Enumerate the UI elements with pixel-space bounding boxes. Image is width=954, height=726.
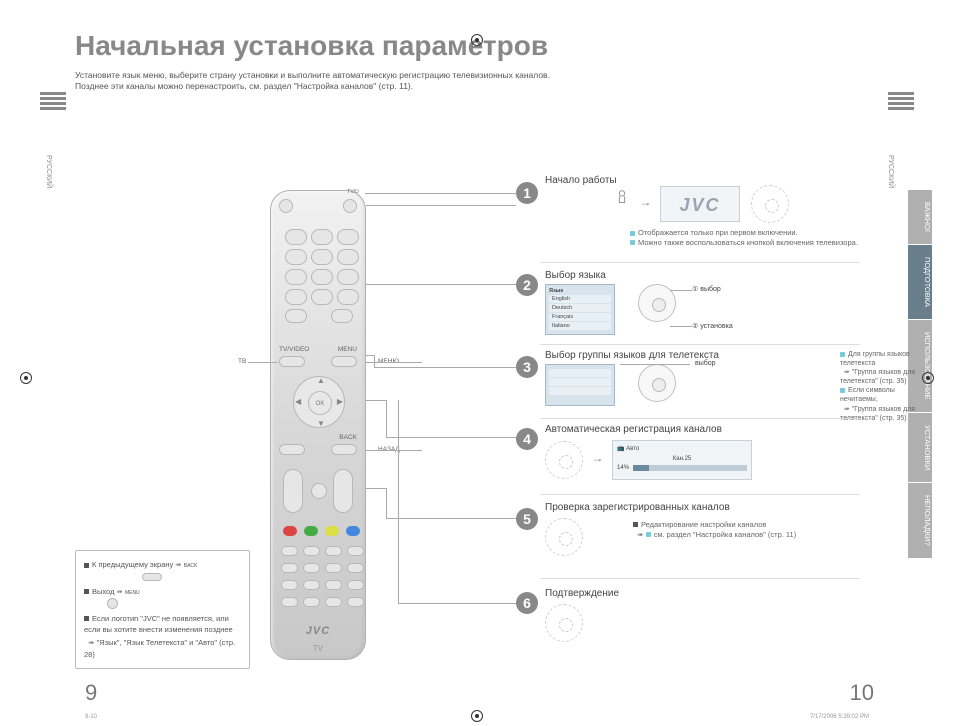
step-3-body [545, 364, 676, 406]
tv-dial-ghost [751, 185, 789, 223]
lang-menu: Язык English Deutsch Français Italiano [545, 284, 615, 335]
hand-icon [613, 188, 631, 206]
step-2-lab1: ① выбор [692, 285, 721, 293]
color-buttons [283, 526, 360, 536]
intro-line-2: Позднее эти каналы можно перенастроить, … [75, 81, 575, 92]
extra-btn-l [285, 309, 307, 323]
bottom-left-pill [279, 444, 305, 455]
menu-label: MENU [338, 346, 357, 353]
ok-button: OK [308, 391, 332, 415]
step-1-title: Начало работы [545, 175, 617, 186]
reg-mark-left [20, 372, 32, 384]
tvvideo-label: TV/VIDEO [279, 346, 309, 353]
tv-power-button [343, 199, 357, 213]
step-6-title: Подтверждение [545, 588, 619, 599]
aux-row-4 [281, 597, 364, 607]
intro-line-1: Установите язык меню, выберите страну ус… [75, 70, 575, 81]
tv-power-label: TV/⏻ [347, 189, 359, 195]
dial-check [545, 518, 583, 556]
step-4-badge: 4 [516, 428, 538, 450]
tab-important: ВАЖНО! [908, 190, 932, 244]
footer-left: 9-10 [85, 714, 97, 720]
aux-row-2 [281, 563, 364, 573]
step-2-badge: 2 [516, 274, 538, 296]
menu-button [331, 356, 357, 367]
reg-mark-top [471, 34, 483, 46]
aux-row-3 [281, 580, 364, 590]
dpad: OK ▲ ▼ ◀ ▶ [293, 376, 345, 428]
step-1-body: → JVC [613, 185, 789, 223]
title-bars [40, 92, 66, 112]
tab-setup: ПОДГОТОВКА [908, 245, 932, 319]
back-label: BACK [339, 434, 357, 441]
side-label-right: РУССКИЙ [887, 155, 894, 188]
side-label-left: РУССКИЙ [45, 155, 52, 188]
jvc-logo: JVC [680, 195, 721, 215]
page-title: Начальная установка параметров [75, 30, 954, 62]
step-5-body [545, 518, 583, 556]
step-2-title: Выбор языка [545, 270, 606, 281]
tvvideo-button [279, 356, 305, 367]
aux-row-1 [281, 546, 364, 556]
footer-right: 7/17/2006 5:39:02 PM [810, 714, 869, 720]
mute-button [311, 483, 327, 499]
power-button [279, 199, 293, 213]
step-2-lab2: ② установка [692, 322, 733, 330]
dial-confirm [545, 604, 583, 642]
step-3-labsel: выбор [695, 360, 716, 367]
step-4-body: → 📺 Авто Кан.25 14% [545, 440, 752, 480]
reg-mark-bottom [471, 710, 483, 722]
step-3-title: Выбор группы языков для телетекста [545, 350, 719, 361]
ttx-menu [545, 364, 615, 406]
step-1-badge: 1 [516, 182, 538, 204]
tab-settings: УСТАНОВКИ [908, 413, 932, 482]
extra-btn-r [331, 309, 353, 323]
step-5-badge: 5 [516, 508, 538, 530]
step-6-badge: 6 [516, 592, 538, 614]
back-button [331, 444, 357, 455]
remote-brand: JVC [271, 625, 365, 637]
dial-ttx [638, 364, 676, 402]
page-num-left: 9 [85, 680, 97, 706]
step-2-body: Язык English Deutsch Français Italiano [545, 284, 676, 335]
dial-auto [545, 441, 583, 479]
remote-tv-label: TV [271, 644, 365, 653]
step-1-notes: Отображается только при первом включении… [630, 228, 858, 248]
info-box: К предыдущему экрану ➠ BACK Выход ➠ MENU… [75, 550, 250, 669]
tab-trouble: НЕПОЛАДКИ? [908, 483, 932, 558]
channel-rocker [333, 469, 353, 513]
step-5-title: Проверка зарегистрированных каналов [545, 502, 730, 513]
tb-label: ТВ [238, 358, 246, 365]
step-5-notes: Редактирование настройки каналов ➠ см. р… [633, 520, 796, 540]
step-3-badge: 3 [516, 356, 538, 378]
step-4-title: Автоматическая регистрация каналов [545, 424, 722, 435]
remote-control: TV/⏻ TV/VIDEO MENU OK ▲ ▼ ◀ ▶ BACK [270, 190, 366, 660]
page-num-right: 10 [850, 680, 874, 706]
right-bars [888, 92, 914, 112]
step-3-notes: Для группы языков телетекста ➠ "Группа я… [840, 350, 930, 423]
volume-rocker [283, 469, 303, 513]
numpad [285, 229, 359, 305]
step-6-body [545, 604, 583, 642]
